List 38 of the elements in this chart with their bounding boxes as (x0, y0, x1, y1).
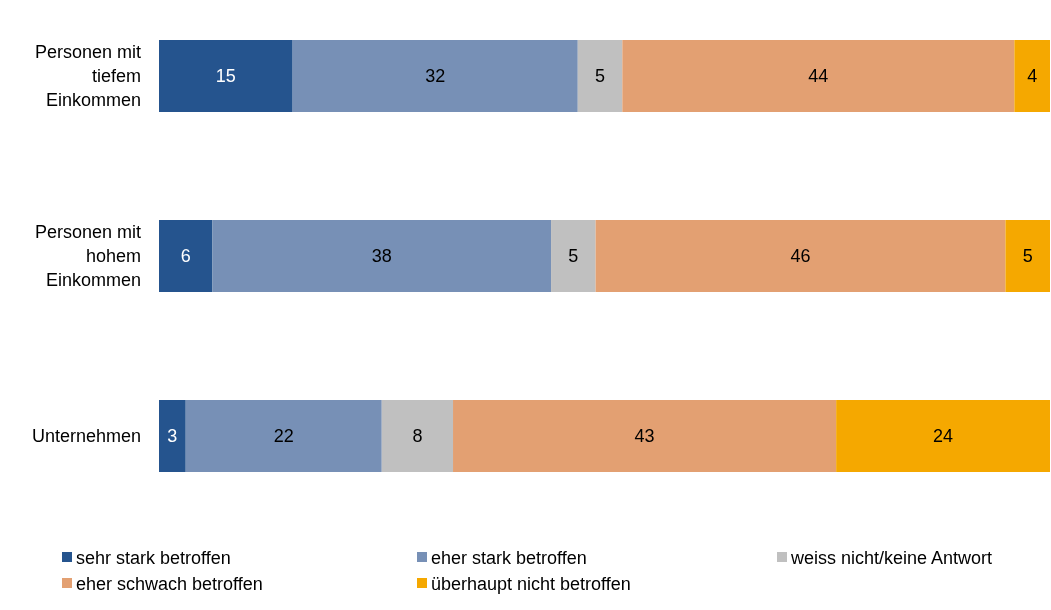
data-label: 5 (1022, 246, 1033, 267)
bar (551, 220, 596, 292)
bar (453, 400, 837, 472)
bar (292, 40, 578, 112)
bar (622, 40, 1015, 112)
y-tick-label: Personen mit hohem Einkommen (34, 222, 141, 291)
data-label: 38 (371, 246, 392, 267)
legend-label: eher stark betroffen (431, 548, 587, 569)
data-label: 22 (273, 426, 294, 447)
data-label: 5 (568, 246, 579, 267)
y-tick-label: Unternehmen (31, 426, 141, 447)
bar (595, 220, 1006, 292)
data-label: 4 (1027, 66, 1038, 87)
y-tick-label: Personen mit tiefem Einkommen (34, 42, 141, 111)
data-label: 15 (215, 66, 236, 87)
data-label: 8 (412, 426, 423, 447)
bar (836, 400, 1050, 472)
legend-label: überhaupt nicht betroffen (431, 574, 631, 595)
data-label: 24 (933, 426, 954, 447)
legend-label: eher schwach betroffen (76, 574, 263, 595)
bar (577, 40, 623, 112)
bar (185, 400, 382, 472)
data-label: 3 (167, 426, 178, 447)
legend-label: sehr stark betroffen (76, 548, 231, 569)
bar (159, 40, 293, 112)
data-label: 44 (808, 66, 829, 87)
data-label: 32 (425, 66, 446, 87)
data-label: 46 (790, 246, 811, 267)
legend-label: weiss nicht/keine Antwort (790, 548, 993, 569)
bar (1005, 220, 1050, 292)
bar (159, 400, 186, 472)
bar (1014, 40, 1050, 112)
data-label: 5 (595, 66, 606, 87)
bar (159, 220, 213, 292)
data-label: 43 (634, 426, 655, 447)
bar (381, 400, 454, 472)
bar (212, 220, 552, 292)
data-label: 6 (180, 246, 191, 267)
